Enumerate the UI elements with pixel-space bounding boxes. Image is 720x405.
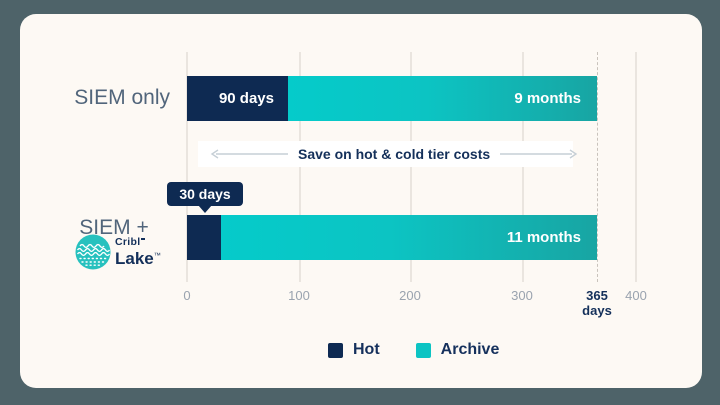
cribl-lake-logo-icon [75, 234, 111, 270]
row-label-siem-plus: SIEM + [79, 216, 149, 239]
cribl-brand-text: Cribl [115, 236, 141, 249]
cribl-macron-mark [141, 238, 146, 241]
legend-hot-label: Hot [353, 341, 380, 358]
lake-product-text: Lake [115, 248, 154, 268]
bar-siem-only-hot-label: 90 days [218, 90, 274, 107]
bar-siem-only: 90 days 9 months [187, 76, 597, 121]
x-tick-300: 300 [511, 288, 533, 303]
callout-30-days: 30 days [167, 182, 243, 213]
bar-siem-only-archive-segment: 9 months [288, 76, 597, 121]
x-axis-unit-label: days [582, 303, 612, 318]
gridline-200 [410, 52, 412, 282]
cribl-lake-logo: Cribl Lake™ [75, 234, 161, 270]
chart-card [20, 14, 702, 388]
savings-banner: Save on hot & cold tier costs [198, 141, 578, 167]
gridline-400 [635, 52, 637, 282]
callout-30-days-label: 30 days [179, 186, 231, 202]
row-label-siem-only: SIEM only [74, 86, 170, 109]
bar-siem-plus-hot-segment [187, 215, 221, 260]
legend-archive-label: Archive [440, 341, 500, 358]
legend: Hot Archive [328, 341, 499, 359]
right-arrow-icon [500, 149, 578, 159]
x-tick-400: 400 [625, 288, 647, 303]
savings-banner-text: Save on hot & cold tier costs [298, 146, 491, 162]
x-tick-100: 100 [288, 288, 310, 303]
bar-siem-plus-archive-label: 11 months [506, 229, 581, 246]
bar-siem-plus-lake: 11 months [187, 215, 597, 260]
legend-hot-swatch [328, 342, 343, 358]
callout-pointer [198, 205, 212, 213]
x-tick-365: 365 [586, 288, 608, 303]
left-arrow-icon [210, 149, 288, 159]
x-tick-200: 200 [399, 288, 421, 303]
x-tick-0: 0 [183, 288, 191, 303]
gridline-365-dashed [597, 52, 598, 282]
trademark-symbol: ™ [153, 252, 161, 260]
cribl-lake-wordmark: Cribl Lake™ [115, 237, 161, 267]
gridline-100 [299, 52, 301, 282]
bar-siem-plus-archive-segment: 11 months [221, 215, 597, 260]
bar-siem-only-archive-label: 9 months [514, 90, 581, 107]
legend-archive-swatch [415, 342, 431, 358]
gridline-0 [186, 52, 188, 282]
gridline-300 [522, 52, 524, 282]
bar-siem-only-hot-segment: 90 days [187, 76, 288, 121]
